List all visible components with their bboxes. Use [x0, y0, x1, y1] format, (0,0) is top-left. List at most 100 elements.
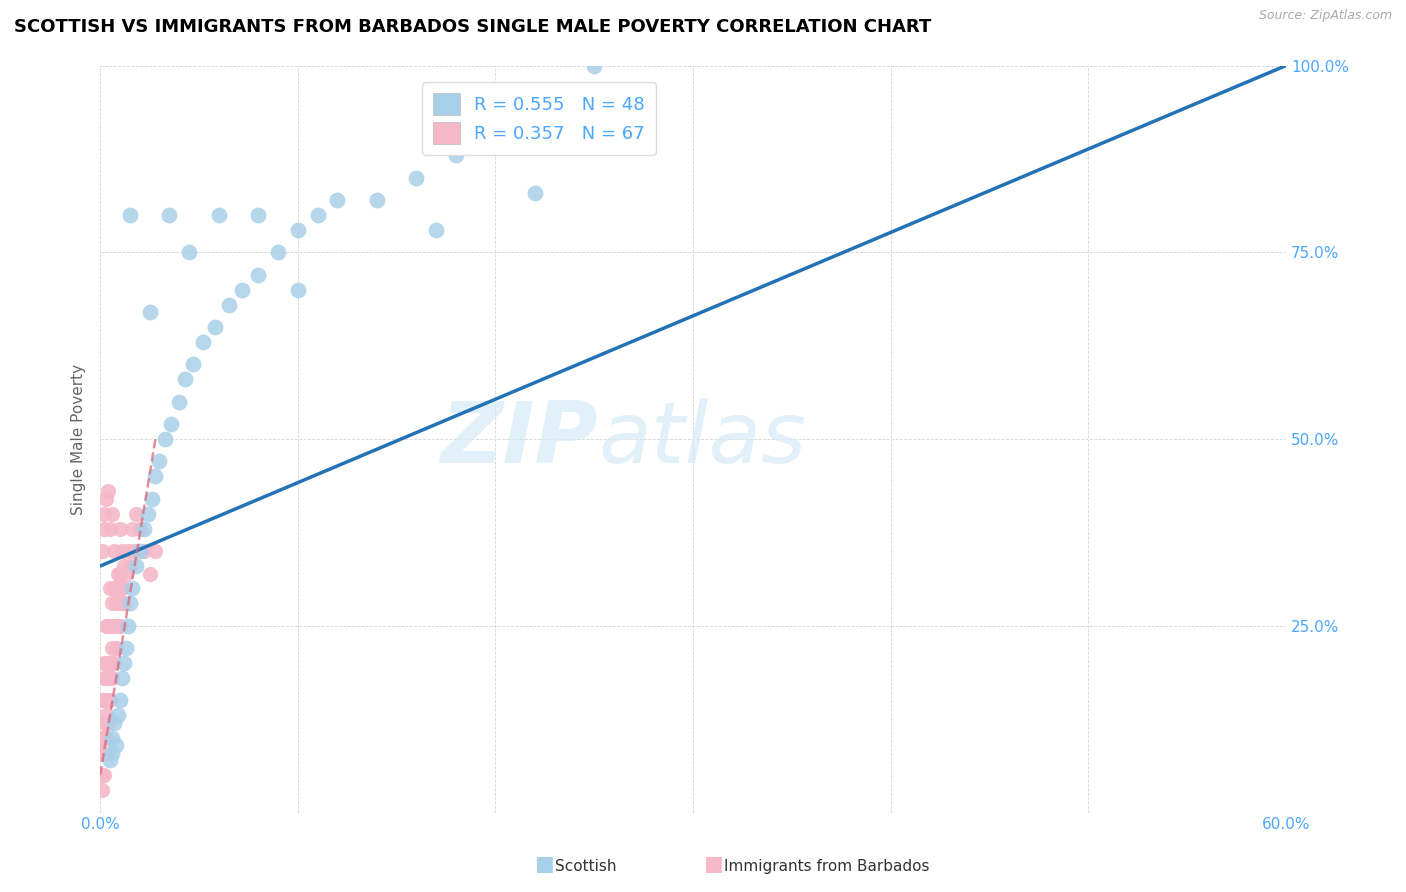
Text: Immigrants from Barbados: Immigrants from Barbados — [724, 859, 929, 874]
Point — [111, 544, 134, 558]
Point — [94, 693, 117, 707]
Point — [118, 596, 141, 610]
Text: atlas: atlas — [598, 398, 806, 481]
Point — [157, 208, 180, 222]
Point — [167, 394, 190, 409]
Point — [326, 193, 349, 207]
Point — [366, 193, 388, 207]
Point — [108, 619, 131, 633]
Point — [94, 656, 117, 670]
Text: Source: ZipAtlas.com: Source: ZipAtlas.com — [1258, 9, 1392, 22]
Point — [287, 283, 309, 297]
Text: ZIP: ZIP — [440, 398, 598, 481]
Point — [128, 544, 150, 558]
Y-axis label: Single Male Poverty: Single Male Poverty — [72, 364, 86, 515]
Point — [97, 656, 120, 670]
Point — [101, 641, 124, 656]
Point — [425, 223, 447, 237]
Point — [118, 208, 141, 222]
Point — [97, 619, 120, 633]
Point — [114, 641, 136, 656]
Point — [103, 544, 125, 558]
Point — [93, 522, 115, 536]
Point — [112, 596, 135, 610]
Text: ■: ■ — [534, 855, 554, 874]
Point — [108, 596, 131, 610]
Point — [91, 783, 114, 797]
Point — [101, 671, 124, 685]
Point — [118, 559, 141, 574]
Point — [208, 208, 231, 222]
Point — [94, 731, 117, 745]
Point — [405, 170, 427, 185]
Point — [121, 522, 143, 536]
Point — [145, 544, 167, 558]
Point — [583, 59, 606, 73]
Point — [122, 544, 145, 558]
Point — [112, 559, 135, 574]
Point — [108, 522, 131, 536]
Point — [155, 432, 177, 446]
Point — [231, 283, 253, 297]
Point — [101, 746, 124, 760]
Point — [136, 507, 159, 521]
Point — [104, 596, 127, 610]
Point — [108, 693, 131, 707]
Point — [287, 223, 309, 237]
Point — [181, 357, 204, 371]
Point — [93, 768, 115, 782]
Point — [125, 559, 148, 574]
Point — [107, 596, 129, 610]
Point — [247, 268, 270, 282]
Point — [108, 566, 131, 581]
Text: SCOTTISH VS IMMIGRANTS FROM BARBADOS SINGLE MALE POVERTY CORRELATION CHART: SCOTTISH VS IMMIGRANTS FROM BARBADOS SIN… — [14, 18, 931, 36]
Point — [93, 715, 115, 730]
Point — [103, 582, 125, 596]
Point — [191, 334, 214, 349]
Point — [138, 305, 160, 319]
Point — [117, 544, 139, 558]
Point — [93, 656, 115, 670]
Point — [91, 544, 114, 558]
Point — [132, 544, 155, 558]
Point — [98, 671, 121, 685]
Point — [98, 753, 121, 767]
Point — [138, 566, 160, 581]
Point — [111, 582, 134, 596]
Point — [174, 372, 197, 386]
Point — [111, 582, 134, 596]
Point — [121, 582, 143, 596]
Point — [103, 619, 125, 633]
Point — [148, 454, 170, 468]
Point — [247, 208, 270, 222]
Point — [132, 522, 155, 536]
Point — [141, 491, 163, 506]
Point — [98, 582, 121, 596]
Point — [104, 582, 127, 596]
Point — [145, 469, 167, 483]
Point — [204, 320, 226, 334]
Point — [218, 298, 240, 312]
Point — [97, 693, 120, 707]
Point — [444, 148, 467, 162]
Point — [107, 619, 129, 633]
Point — [307, 208, 329, 222]
Point — [111, 671, 134, 685]
Point — [98, 619, 121, 633]
Point — [128, 522, 150, 536]
Point — [98, 693, 121, 707]
Point — [125, 507, 148, 521]
Text: Scottish: Scottish — [555, 859, 617, 874]
Point — [117, 619, 139, 633]
Point — [93, 693, 115, 707]
Point — [93, 507, 115, 521]
Point — [91, 768, 114, 782]
Point — [98, 656, 121, 670]
Point — [91, 731, 114, 745]
Point — [93, 671, 115, 685]
Point — [97, 484, 120, 499]
Point — [104, 739, 127, 753]
Point — [104, 641, 127, 656]
Point — [107, 708, 129, 723]
Point — [94, 491, 117, 506]
